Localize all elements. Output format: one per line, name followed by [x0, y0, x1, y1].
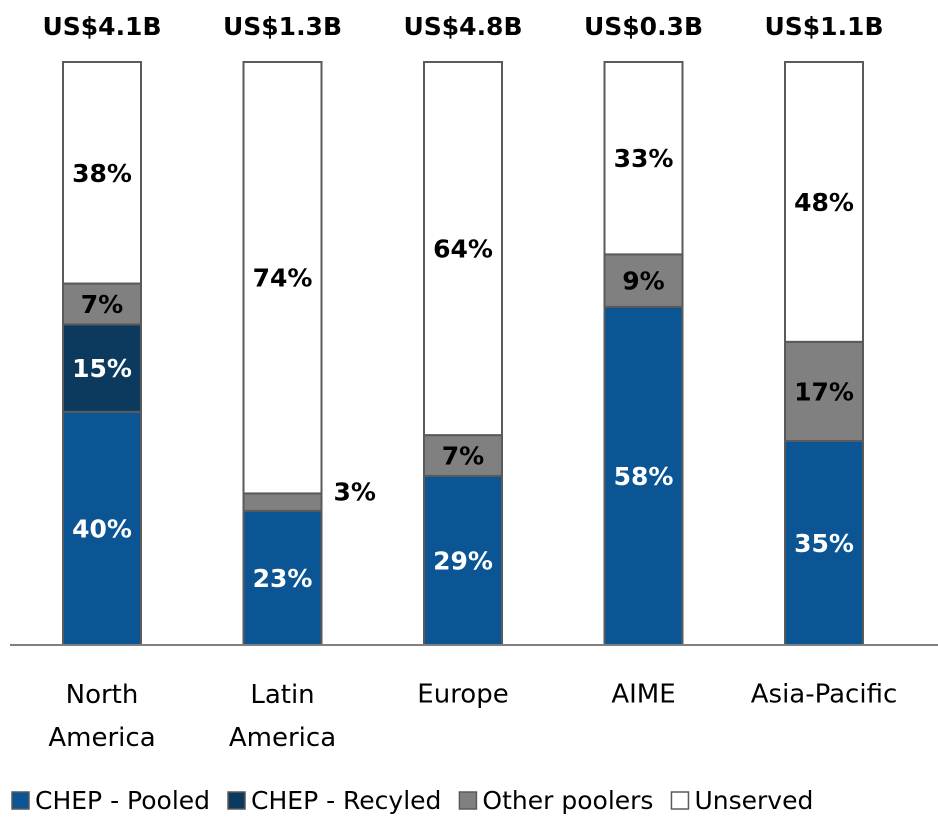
value-label: 3% [334, 477, 376, 506]
bar-segment [242, 492, 323, 512]
bar-segment [242, 61, 323, 495]
category-label: AIME [611, 680, 675, 710]
bar-segment [784, 61, 864, 343]
bar-segment [603, 61, 684, 256]
legend-label: Other poolers [482, 786, 653, 815]
legend-label: Unserved [694, 786, 813, 815]
category-label: Asia-Pacific [751, 680, 898, 710]
category-line: North [66, 680, 139, 710]
value-label: 9% [622, 267, 664, 296]
value-label: 40% [72, 514, 132, 543]
value-label: 74% [253, 264, 313, 293]
legend-swatch [670, 791, 690, 810]
value-label: 17% [794, 377, 854, 406]
total-label: US$1.1B [764, 12, 883, 41]
bar-segment [603, 253, 684, 308]
bar-segment [62, 61, 142, 285]
total-label: US$4.1B [42, 12, 161, 41]
category-label: North America [48, 680, 155, 753]
category-line: Latin [250, 680, 314, 710]
category-label: Latin America [229, 680, 336, 753]
legend-label: CHEP - Pooled [35, 786, 210, 815]
bar-segment [62, 410, 142, 646]
category-label: Europe [417, 680, 508, 710]
category-line: America [48, 723, 155, 753]
value-label: 7% [81, 290, 123, 319]
bar-segment [603, 305, 684, 646]
value-label: 29% [433, 546, 493, 575]
value-label: 35% [794, 529, 854, 558]
total-label: US$1.3B [223, 12, 342, 41]
legend-swatch [11, 791, 30, 810]
value-label: 38% [72, 159, 132, 188]
bar-segment [62, 323, 142, 413]
legend-label: CHEP - Recyled [251, 786, 441, 815]
category-line: America [229, 723, 336, 753]
value-label: 48% [794, 188, 854, 217]
value-label: 15% [72, 354, 132, 383]
value-label: 23% [253, 564, 313, 593]
value-label: 58% [614, 462, 674, 491]
legend-swatch [458, 791, 478, 810]
value-label: 7% [442, 442, 484, 471]
bar-segment [423, 434, 503, 477]
legend-swatch [227, 791, 246, 810]
bar-segment [423, 61, 503, 437]
value-label: 33% [614, 144, 674, 173]
total-label: US$4.8B [403, 12, 522, 41]
value-label: 64% [433, 235, 493, 264]
total-label: US$0.3B [584, 12, 703, 41]
